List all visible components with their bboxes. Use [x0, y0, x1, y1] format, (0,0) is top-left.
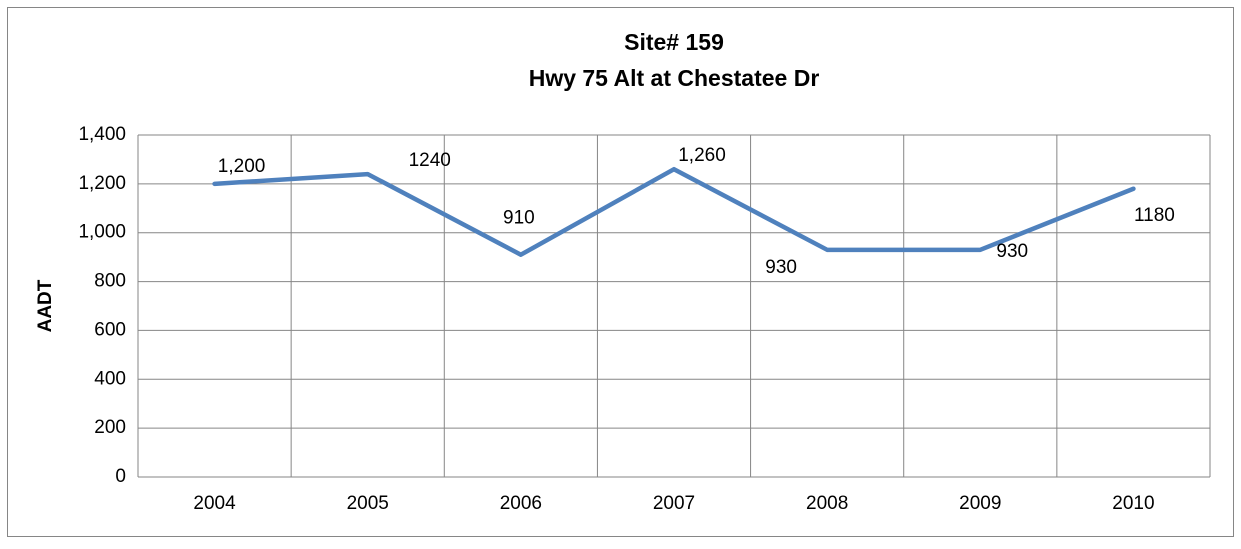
data-label: 930 [765, 257, 797, 278]
y-tick-label: 400 [94, 368, 126, 389]
x-tick-label: 2004 [193, 493, 236, 514]
y-tick-label: 1,000 [78, 222, 126, 243]
data-label: 1240 [409, 150, 451, 171]
x-tick-label: 2008 [806, 493, 848, 514]
data-label: 910 [503, 208, 535, 229]
y-tick-label: 200 [94, 417, 126, 438]
x-tick-label: 2005 [347, 493, 389, 514]
data-line [212, 166, 1136, 257]
x-tick-label: 2009 [959, 493, 1001, 514]
x-tick-label: 2006 [500, 493, 542, 514]
data-label: 930 [996, 241, 1028, 262]
chart-border [7, 7, 1234, 537]
y-tick-label: 0 [115, 466, 126, 487]
y-axis-label: AADT [35, 279, 56, 332]
data-label: 1,200 [218, 156, 266, 177]
chart-title: Site# 159 [624, 29, 724, 55]
chart-subtitle: Hwy 75 Alt at Chestatee Dr [529, 65, 820, 91]
y-tick-label: 1,400 [78, 124, 126, 145]
y-tick-label: 600 [94, 319, 126, 340]
x-tick-label: 2010 [1112, 493, 1154, 514]
data-label: 1,260 [678, 145, 726, 166]
y-tick-label: 800 [94, 271, 126, 292]
y-tick-label: 1,200 [78, 173, 126, 194]
data-label: 1180 [1134, 205, 1175, 226]
x-tick-label: 2007 [653, 493, 695, 514]
